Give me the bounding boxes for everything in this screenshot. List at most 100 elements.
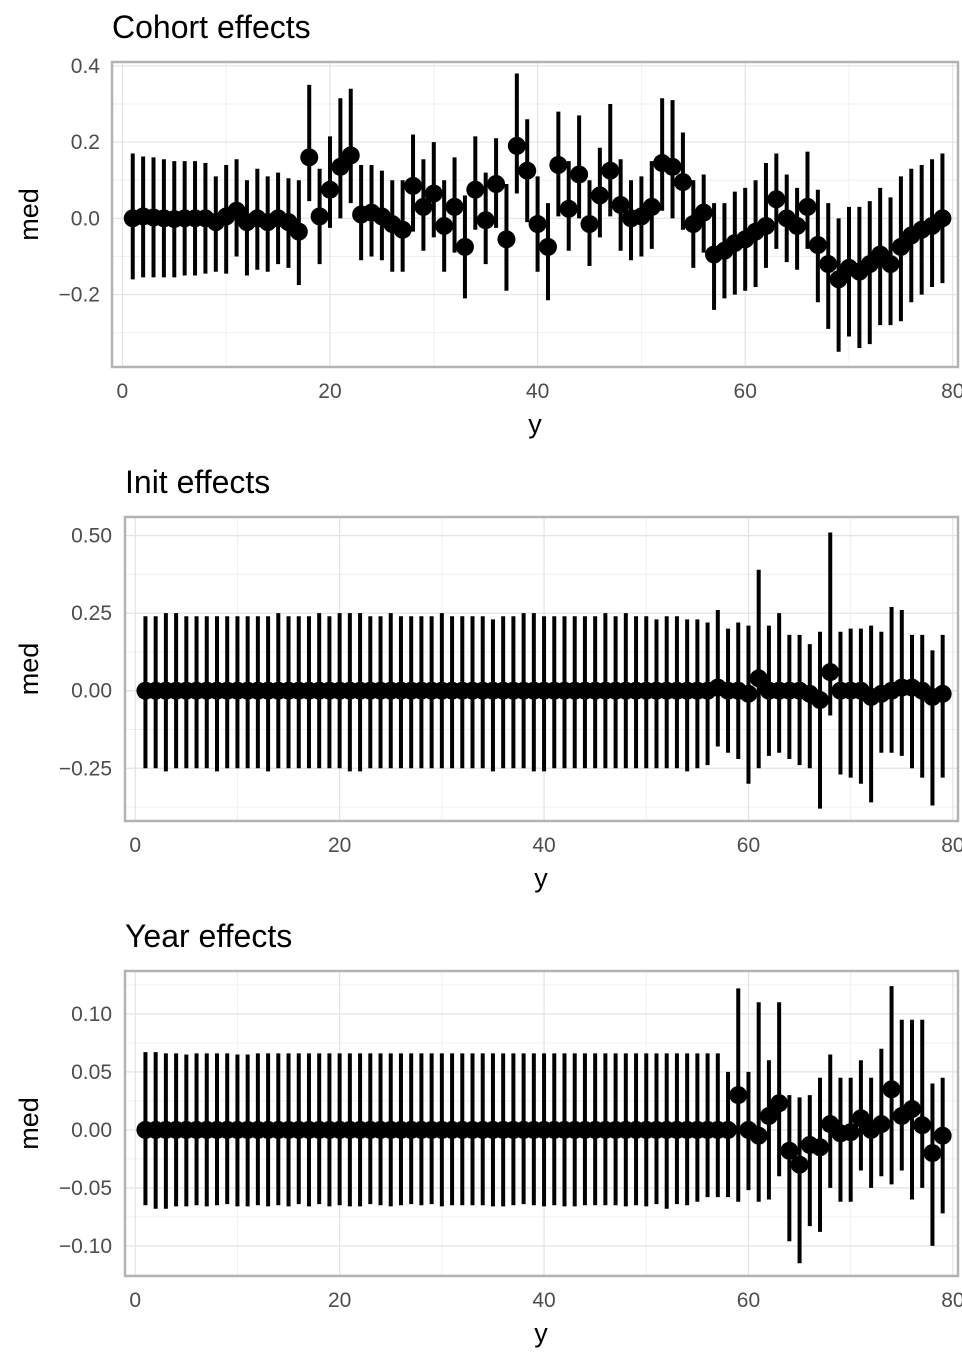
year-effects-y-tick-label: 0.05 bbox=[71, 1061, 112, 1084]
cohort-effects-point-54 bbox=[673, 173, 692, 192]
cohort-effects-x-tick-label: 80 bbox=[941, 380, 962, 403]
cohort-effects-point-39 bbox=[518, 161, 537, 180]
cohort-effects-plot-area: −0.2 0.0 0.2 0.4 0 20 40 60 80 bbox=[59, 55, 962, 403]
cohort-effects-point-22 bbox=[341, 146, 360, 165]
cohort-effects-point-66 bbox=[798, 197, 817, 216]
year-effects-panel: −0.10 −0.05 0.00 0.05 0.10 0 20 40 60 80 Year eff… bbox=[14, 918, 962, 1348]
init-effects-panel-border bbox=[123, 515, 960, 823]
cohort-effects-point-55 bbox=[684, 215, 703, 234]
year-effects-x-tick-label: 20 bbox=[328, 1289, 351, 1312]
cohort-effects-point-27 bbox=[393, 220, 412, 239]
cohort-effects-point-17 bbox=[289, 222, 308, 241]
cohort-effects-panel: −0.20.00.20.40 20 40 60 80 Cohort effects y … bbox=[14, 9, 962, 439]
cohort-effects-point-33 bbox=[455, 237, 474, 256]
year-effects-x-axis-label: y bbox=[534, 1318, 548, 1348]
year-effects-point-76 bbox=[903, 1100, 922, 1119]
cohort-effects-point-38 bbox=[507, 136, 526, 155]
cohort-effects-point-32 bbox=[445, 197, 464, 216]
init-effects-panel: −0.250.000.250.500 20 40 60 80 Init effects … bbox=[14, 464, 962, 893]
year-effects-x-tick-label: 60 bbox=[737, 1289, 760, 1312]
year-effects-y-tick-label: −0.10 bbox=[59, 1235, 112, 1258]
init-effects-x-tick-label: 80 bbox=[941, 834, 962, 857]
init-effects-title: Init effects bbox=[125, 464, 270, 500]
cohort-effects-x-tick-label: 60 bbox=[734, 380, 757, 403]
cohort-effects-point-41 bbox=[538, 237, 557, 256]
year-effects-point-62 bbox=[759, 1106, 778, 1125]
cohort-effects-point-42 bbox=[549, 155, 568, 174]
cohort-effects-y-tick-label: 0.2 bbox=[71, 131, 100, 154]
cohort-effects-point-43 bbox=[559, 199, 578, 218]
init-effects-x-tick-label: 60 bbox=[737, 834, 760, 857]
year-effects-point-78 bbox=[923, 1144, 942, 1163]
cohort-effects-point-74 bbox=[881, 255, 900, 274]
cohort-effects-point-37 bbox=[497, 230, 516, 249]
init-effects-x-tick-label: 0 bbox=[129, 834, 141, 857]
year-effects-point-59 bbox=[729, 1086, 748, 1105]
year-effects-y-tick-label: −0.05 bbox=[59, 1177, 112, 1200]
cohort-effects-x-tick-label: 40 bbox=[526, 380, 549, 403]
cohort-effects-point-34 bbox=[466, 180, 485, 199]
cohort-effects-y-tick-label: 0.4 bbox=[71, 55, 101, 78]
cohort-effects-x-tick-label: 20 bbox=[318, 380, 341, 403]
cohort-effects-point-56 bbox=[694, 203, 713, 222]
year-effects-point-63 bbox=[770, 1094, 789, 1113]
init-effects-point-61 bbox=[749, 669, 768, 688]
year-effects-point-73 bbox=[872, 1115, 891, 1134]
cohort-effects-point-30 bbox=[424, 184, 443, 203]
cohort-effects-point-75 bbox=[891, 237, 910, 256]
cohort-effects-point-20 bbox=[320, 180, 339, 199]
init-effects-y-tick-label: −0.25 bbox=[59, 757, 112, 780]
year-effects-panel-border bbox=[123, 969, 960, 1278]
year-effects-point-67 bbox=[811, 1138, 830, 1157]
init-effects-y-tick-label: 0.50 bbox=[71, 525, 112, 548]
cohort-effects-marks bbox=[123, 73, 952, 352]
init-effects-point-68 bbox=[821, 663, 840, 682]
cohort-effects-point-45 bbox=[580, 215, 599, 234]
cohort-effects-point-65 bbox=[788, 216, 807, 235]
cohort-effects-point-53 bbox=[663, 157, 682, 176]
year-effects-x-tick-label: 80 bbox=[941, 1289, 962, 1312]
cohort-effects-point-51 bbox=[642, 197, 661, 216]
year-effects-point-58 bbox=[719, 1120, 738, 1139]
cohort-effects-point-46 bbox=[590, 186, 609, 205]
init-effects-x-axis-label: y bbox=[534, 863, 548, 893]
cohort-effects-point-21 bbox=[331, 157, 350, 176]
year-effects-point-61 bbox=[749, 1126, 768, 1145]
cohort-effects-point-40 bbox=[528, 215, 547, 234]
year-effects-point-79 bbox=[933, 1126, 952, 1145]
cohort-effects-point-79 bbox=[933, 209, 952, 228]
year-effects-x-tick-label: 0 bbox=[129, 1289, 141, 1312]
init-effects-x-tick-label: 20 bbox=[328, 834, 351, 857]
cohort-effects-point-19 bbox=[310, 207, 329, 226]
year-effects-marks bbox=[136, 986, 952, 1264]
cohort-effects-y-tick-label: 0.0 bbox=[71, 207, 100, 230]
cohort-effects-point-18 bbox=[300, 148, 319, 167]
year-effects-plot-area: −0.10 −0.05 0.00 0.05 0.10 0 20 40 60 80 bbox=[59, 969, 962, 1312]
init-effects-x-tick-label: 40 bbox=[532, 834, 555, 857]
year-effects-x-tick-label: 40 bbox=[532, 1289, 555, 1312]
year-effects-point-71 bbox=[851, 1109, 870, 1128]
init-effects-plot-area: −0.25 0.00 0.25 0.50 0 20 40 60 80 bbox=[59, 515, 962, 857]
year-effects-point-65 bbox=[790, 1155, 809, 1174]
init-effects-y-axis-label: med bbox=[14, 643, 44, 696]
init-effects-point-67 bbox=[811, 691, 830, 710]
cohort-effects-point-62 bbox=[756, 216, 775, 235]
cohort-effects-point-35 bbox=[476, 211, 495, 230]
year-effects-point-74 bbox=[882, 1080, 901, 1099]
year-effects-y-tick-label: 0.00 bbox=[71, 1119, 112, 1142]
cohort-effects-point-29 bbox=[414, 197, 433, 216]
cohort-effects-x-tick-label: 0 bbox=[117, 380, 129, 403]
init-effects-y-tick-label: 0.00 bbox=[71, 680, 112, 703]
year-effects-title: Year effects bbox=[125, 918, 292, 954]
cohort-effects-title: Cohort effects bbox=[112, 9, 311, 45]
cohort-effects-point-68 bbox=[819, 255, 838, 274]
cohort-effects-panel-border bbox=[110, 60, 960, 369]
init-effects-point-60 bbox=[739, 684, 758, 703]
year-effects-point-64 bbox=[780, 1141, 799, 1160]
year-effects-point-70 bbox=[841, 1123, 860, 1142]
cohort-effects-point-69 bbox=[829, 270, 848, 289]
cohort-effects-y-tick-label: −0.2 bbox=[59, 284, 100, 307]
init-effects-y-tick-label: 0.25 bbox=[71, 602, 112, 625]
cohort-effects-point-31 bbox=[435, 216, 454, 235]
